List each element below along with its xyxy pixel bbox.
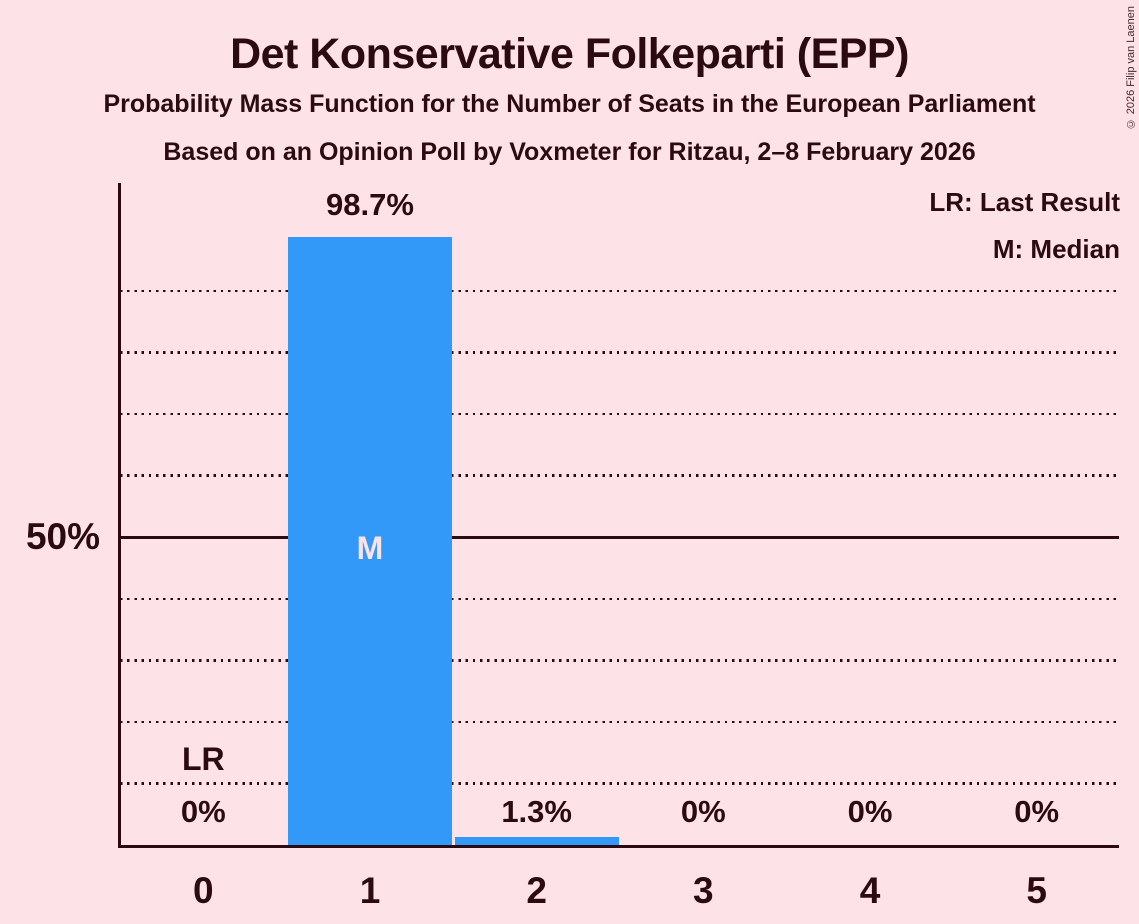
bar-value-label: 1.3% [501,794,572,829]
bar-value-label: 0% [1014,794,1060,829]
y-axis-line [118,183,121,848]
x-tick-label-1: 1 [359,870,381,911]
gridline-90pct [120,289,1118,292]
gridline-60pct [120,474,1118,477]
chart-title: Det Konservative Folkeparti (EPP) [230,30,909,78]
x-tick-label-3: 3 [693,870,714,911]
x-tick-label-5: 5 [1026,870,1047,911]
gridline-40pct [120,597,1118,600]
bar-value-label: 0% [680,794,726,829]
x-tick-label-2: 2 [526,870,547,911]
bar-value-label: 0% [847,794,893,829]
x-axis-line [118,845,1119,848]
gridline-10pct [120,782,1118,785]
gridline-70pct [120,412,1118,416]
bar-seats-2 [454,836,619,845]
y-axis-tick-label: 50% [25,516,100,557]
chart-subtitle: Probability Mass Function for the Number… [103,90,1036,118]
bar-value-label: 0% [180,794,226,829]
last-result-annotation: LR [182,741,225,777]
x-tick-label-0: 0 [193,870,214,911]
gridline-80pct [120,351,1118,354]
gridline-20pct [120,720,1118,724]
legend-last-result-label: LR: Last Result [929,187,1120,217]
x-tick-label-4: 4 [859,870,881,911]
gridline-30pct [120,659,1118,662]
chart-poll-info: Based on an Opinion Poll by Voxmeter for… [163,138,976,166]
bar-seats-1 [288,237,452,845]
copyright-notice: © 2026 Filip van Laenen [1125,6,1137,130]
bar-value-label: 98.7% [326,187,414,222]
legend-median-label: M: Median [992,234,1120,264]
majority-line-50pct [120,535,1119,539]
legend: LR: Last Result M: Median [929,179,1120,273]
median-annotation: M [356,530,384,566]
